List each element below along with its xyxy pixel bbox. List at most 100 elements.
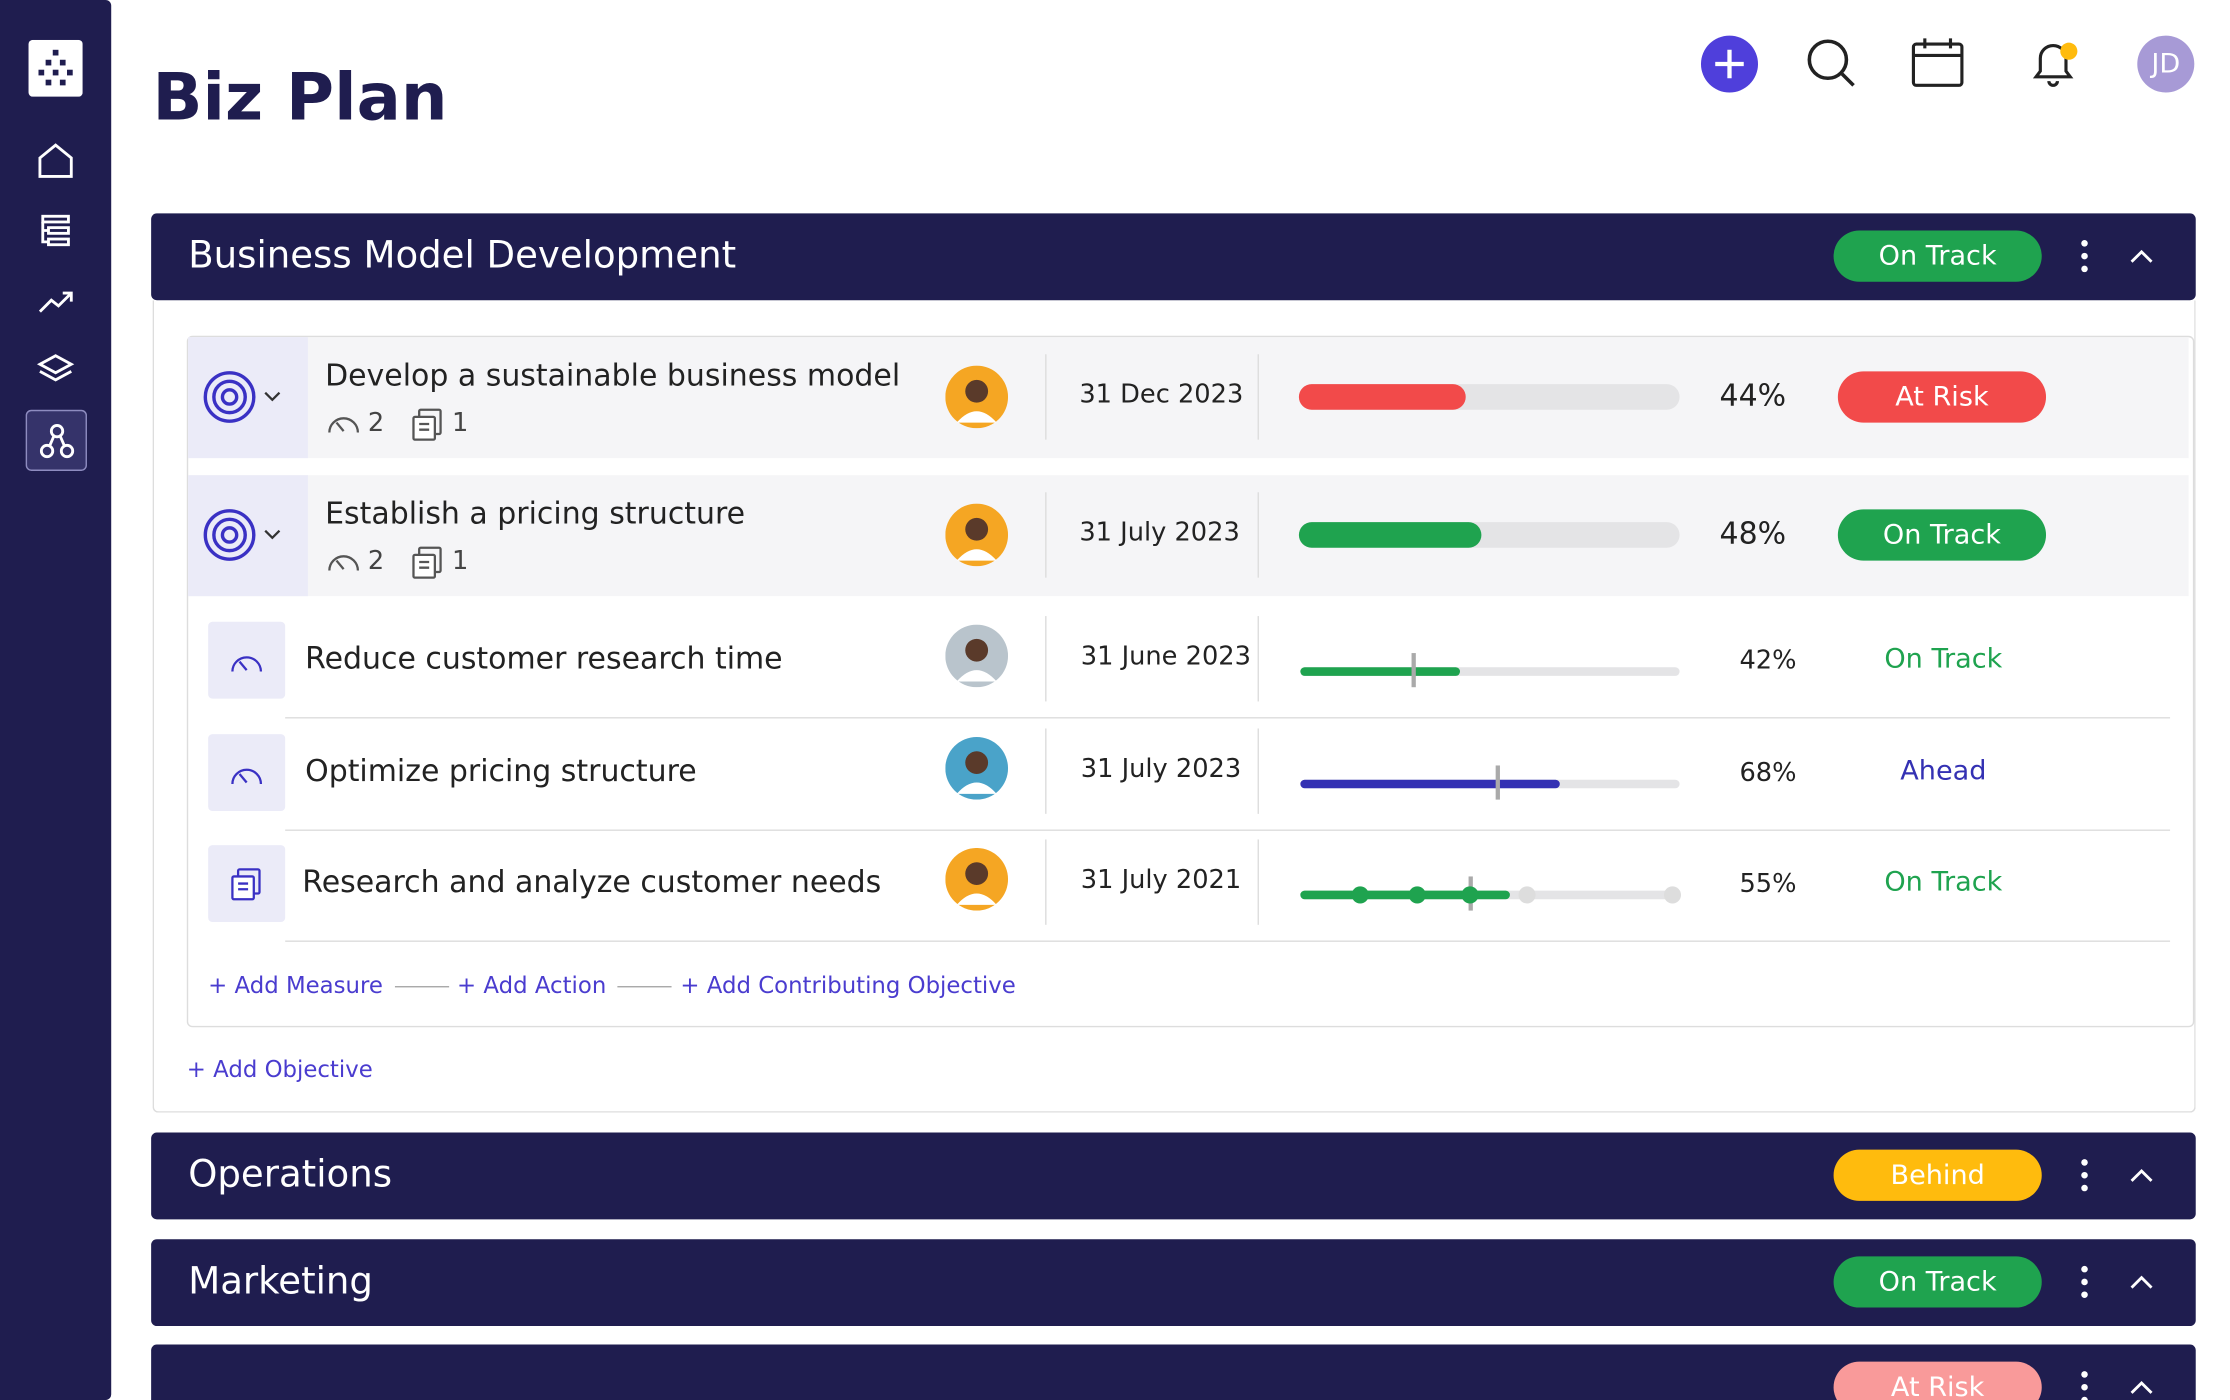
measure-count: 2 bbox=[367, 546, 385, 577]
measure-icon[interactable] bbox=[208, 621, 286, 699]
menu-button[interactable] bbox=[2070, 236, 2099, 276]
add-link[interactable]: + Add Measure bbox=[208, 971, 383, 999]
collapse-button[interactable] bbox=[2124, 242, 2158, 270]
due-date: 31 July 2023 bbox=[1079, 517, 1240, 548]
status-badge[interactable]: On Track bbox=[1833, 230, 2042, 282]
divider bbox=[1257, 616, 1259, 702]
menu-button[interactable] bbox=[2070, 1367, 2099, 1400]
divider bbox=[1045, 728, 1047, 814]
collapse-button[interactable] bbox=[2124, 1373, 2158, 1400]
action-icon bbox=[409, 405, 446, 442]
home-icon[interactable] bbox=[34, 139, 77, 182]
search-icon[interactable] bbox=[1802, 34, 1859, 91]
calendar-icon[interactable] bbox=[1909, 34, 1966, 91]
row-divider bbox=[285, 717, 2171, 719]
target-marker bbox=[1411, 653, 1416, 688]
add-button[interactable] bbox=[1697, 31, 1763, 96]
progress-bar bbox=[1300, 667, 1461, 676]
collapse-button[interactable] bbox=[2124, 1161, 2158, 1189]
progress-label: 55% bbox=[1739, 869, 1797, 900]
avatar bbox=[945, 365, 1009, 429]
status-badge[interactable]: Behind bbox=[1833, 1149, 2042, 1201]
divider bbox=[1045, 839, 1047, 925]
link-connector bbox=[617, 986, 672, 988]
status-badge[interactable]: On Track bbox=[1837, 509, 2047, 561]
avatar bbox=[945, 847, 1009, 911]
due-date: 31 June 2023 bbox=[1080, 641, 1251, 672]
due-date: 31 July 2021 bbox=[1080, 865, 1242, 895]
measure-count: 2 bbox=[367, 408, 385, 439]
progress-label: 42% bbox=[1739, 645, 1797, 676]
status-badge[interactable]: At Risk bbox=[1837, 371, 2047, 423]
section-title: Operations bbox=[188, 1153, 393, 1197]
progress-label: 48% bbox=[1719, 516, 1787, 551]
menu-button[interactable] bbox=[2070, 1155, 2099, 1195]
page-title: Biz Plan bbox=[152, 58, 448, 136]
objective-title[interactable]: Develop a sustainable business model bbox=[325, 358, 901, 393]
progress-bar bbox=[1300, 779, 1560, 789]
status-badge[interactable]: On Track bbox=[1833, 1256, 2042, 1308]
progress-bar bbox=[1300, 890, 1510, 900]
measure-icon bbox=[325, 408, 362, 436]
due-date: 31 Dec 2023 bbox=[1079, 379, 1244, 410]
objectives-panel bbox=[186, 335, 2195, 1028]
avatar bbox=[945, 624, 1009, 688]
add-link[interactable]: + Add Contributing Objective bbox=[680, 971, 1016, 999]
divider bbox=[1045, 492, 1047, 578]
measure-icon[interactable] bbox=[208, 734, 286, 811]
due-date: 31 July 2023 bbox=[1080, 754, 1242, 784]
collapse-button[interactable] bbox=[2124, 1268, 2158, 1296]
measure-title[interactable]: Reduce customer research time bbox=[305, 641, 783, 676]
divider bbox=[1045, 354, 1047, 440]
section-body bbox=[152, 300, 2196, 1113]
active-nav[interactable] bbox=[25, 409, 87, 471]
action-icon bbox=[409, 544, 446, 581]
section-title: Marketing bbox=[188, 1260, 373, 1304]
layers-icon[interactable] bbox=[34, 349, 77, 392]
milestone bbox=[1408, 886, 1426, 904]
network-icon bbox=[39, 423, 75, 459]
avatar bbox=[945, 737, 1009, 800]
list-icon[interactable] bbox=[34, 211, 77, 254]
status-badge[interactable]: At Risk bbox=[1833, 1361, 2042, 1400]
milestone bbox=[1461, 886, 1479, 904]
target-marker bbox=[1495, 765, 1500, 800]
milestone bbox=[1663, 886, 1681, 904]
divider bbox=[1257, 354, 1259, 440]
measure-title[interactable]: Optimize pricing structure bbox=[305, 754, 697, 789]
user-avatar[interactable]: JD bbox=[2137, 35, 2195, 93]
measure-icon[interactable] bbox=[208, 845, 286, 922]
row-divider bbox=[285, 940, 2171, 942]
add-objective[interactable]: + Add Objective bbox=[186, 1055, 373, 1083]
sidebar bbox=[0, 0, 112, 1400]
menu-button[interactable] bbox=[2070, 1262, 2099, 1302]
divider bbox=[1257, 728, 1259, 814]
status-text: On Track bbox=[1884, 866, 2003, 898]
progress-bar bbox=[1298, 522, 1482, 548]
avatar bbox=[945, 503, 1009, 567]
row-divider bbox=[285, 829, 2171, 831]
measure-icon bbox=[325, 546, 362, 574]
divider bbox=[1257, 492, 1259, 578]
logo[interactable] bbox=[28, 39, 83, 97]
bell-icon[interactable] bbox=[2025, 34, 2085, 94]
objective-icon[interactable] bbox=[188, 475, 308, 597]
add-link[interactable]: + Add Action bbox=[457, 971, 607, 999]
status-text: Ahead bbox=[1900, 755, 1987, 787]
objective-title[interactable]: Establish a pricing structure bbox=[325, 496, 746, 531]
divider bbox=[1257, 839, 1259, 925]
progress-bar bbox=[1298, 384, 1467, 410]
status-text: On Track bbox=[1884, 643, 2003, 675]
progress-track bbox=[1300, 667, 1680, 676]
progress-label: 68% bbox=[1739, 758, 1797, 789]
action-count: 1 bbox=[451, 408, 469, 439]
link-connector bbox=[394, 986, 449, 988]
milestone bbox=[1518, 886, 1536, 904]
objective-icon[interactable] bbox=[188, 337, 308, 459]
trend-icon[interactable] bbox=[34, 280, 77, 323]
divider bbox=[1045, 616, 1047, 702]
milestone bbox=[1351, 886, 1369, 904]
action-count: 1 bbox=[451, 546, 469, 577]
measure-title[interactable]: Research and analyze customer needs bbox=[302, 865, 882, 900]
